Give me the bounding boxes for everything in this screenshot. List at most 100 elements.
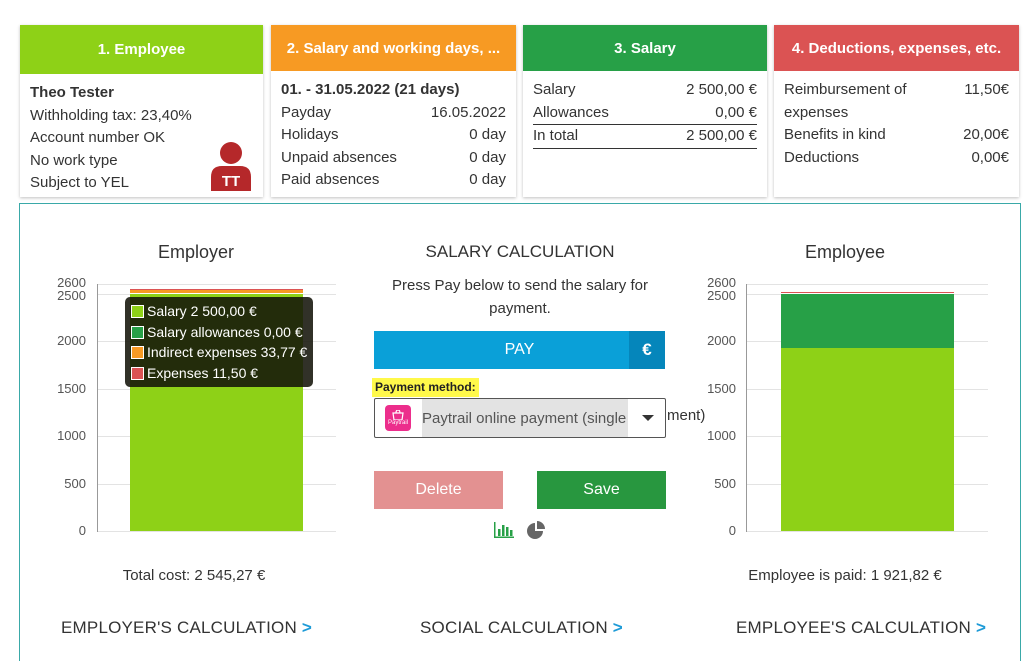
bar-segment-1[interactable] bbox=[781, 293, 954, 349]
gridline bbox=[98, 531, 336, 532]
y-tick-label: 1000 bbox=[707, 428, 736, 443]
chevron-right-icon[interactable]: > bbox=[975, 618, 987, 637]
employee-chart[interactable] bbox=[746, 284, 988, 532]
salary-total-label: In total bbox=[533, 127, 579, 144]
y-tick-label: 1500 bbox=[57, 380, 86, 396]
tooltip-expenses-text: Expenses 11,50 € bbox=[147, 364, 259, 381]
bar-chart-view-icon[interactable] bbox=[493, 520, 515, 540]
bar-segment-2[interactable] bbox=[130, 290, 303, 294]
payment-method-value[interactable]: Paytrail online payment (single payment) bbox=[422, 409, 628, 427]
chevron-right-icon[interactable]: > bbox=[612, 618, 623, 637]
holidays-row: Holidays 0 day bbox=[281, 124, 506, 147]
benefits-value: 20,00€ bbox=[963, 126, 1009, 143]
avatar-icon: TT bbox=[211, 142, 251, 191]
employer-chart-tooltip: Salary 2 500,00 € Salary allowances 0,00… bbox=[125, 297, 314, 387]
social-calculation-link-text[interactable]: SOCIAL CALCULATION bbox=[420, 618, 608, 637]
tooltip-salary-text: Salary 2 500,00 € bbox=[147, 303, 257, 319]
y-tick-label: 500 bbox=[714, 475, 736, 491]
payday-label: Payday bbox=[281, 103, 332, 121]
employer-chart-title: Employer bbox=[157, 242, 235, 262]
y-tick-label: 2600 bbox=[57, 275, 86, 290]
euro-icon[interactable]: € bbox=[629, 331, 665, 369]
bar-segment-2[interactable] bbox=[781, 292, 954, 294]
bar-segment-0[interactable] bbox=[781, 348, 954, 531]
y-tick-label: 2500 bbox=[707, 287, 736, 303]
reimbursement-label-cont: expenses bbox=[784, 103, 849, 121]
paid-absences-value: 0 day bbox=[469, 171, 506, 188]
y-tick-label: 1000 bbox=[57, 428, 86, 443]
pay-period: 01. - 31.05.2022 (21 days) bbox=[281, 81, 460, 98]
reimbursement-label: Reimbursement of bbox=[784, 81, 907, 98]
y-tick-label: 0 bbox=[728, 523, 736, 538]
yel-status: Subject to YEL bbox=[30, 174, 129, 191]
payment-method-overflow-text: ment) bbox=[667, 407, 706, 424]
benefits-label: Benefits in kind bbox=[784, 126, 886, 143]
employee-card-header[interactable]: 1. Employee bbox=[20, 25, 263, 74]
salary-value: 2 500,00 € bbox=[686, 81, 757, 98]
y-tick-label: 0 bbox=[78, 523, 86, 538]
paid-absences-row: Paid absences 0 day bbox=[281, 169, 506, 192]
employee-calculation-link[interactable]: EMPLOYEE'S CALCULATION > bbox=[736, 618, 986, 638]
payment-method-select[interactable]: Paytrail Paytrail online payment (single… bbox=[374, 398, 666, 438]
allowances-swatch bbox=[131, 325, 144, 339]
payday-value: 16.05.2022 bbox=[430, 103, 506, 121]
gridline bbox=[98, 284, 336, 285]
account-status: Account number OK bbox=[30, 129, 166, 146]
bar-segment-3[interactable] bbox=[130, 289, 303, 291]
gridline bbox=[747, 284, 988, 285]
work-type: No work type bbox=[30, 151, 118, 169]
allowances-row: Allowances 0,00 € bbox=[533, 102, 757, 125]
save-button[interactable]: Save bbox=[537, 471, 666, 509]
salary-days-card[interactable]: 2. Salary and working days, ... 01. - 31… bbox=[271, 25, 516, 197]
tooltip-item-expenses: Expenses 11,50 € bbox=[131, 363, 307, 384]
withholding-tax: Withholding tax: 23,40% bbox=[30, 106, 192, 124]
deductions-value: 0,00€ bbox=[971, 148, 1009, 166]
pay-button-label[interactable]: PAY bbox=[504, 341, 535, 358]
deductions-card[interactable]: 4. Deductions, expenses, etc. Reimbursem… bbox=[774, 25, 1019, 197]
caret-down-icon[interactable] bbox=[642, 415, 654, 421]
unpaid-absences-value: 0 day bbox=[469, 148, 506, 166]
salary-days-card-header[interactable]: 2. Salary and working days, ... bbox=[271, 25, 516, 71]
allowances-label: Allowances bbox=[533, 103, 609, 121]
y-tick-label: 1500 bbox=[707, 380, 736, 396]
unpaid-absences-row: Unpaid absences 0 day bbox=[281, 147, 506, 170]
employer-total-cost: Total cost: 2 545,27 € bbox=[122, 567, 266, 584]
holidays-label: Holidays bbox=[281, 126, 339, 143]
employer-calculation-link[interactable]: EMPLOYER'S CALCULATION > bbox=[61, 618, 312, 638]
employee-calculation-link-text[interactable]: EMPLOYEE'S CALCULATION bbox=[736, 618, 972, 637]
holidays-value: 0 day bbox=[469, 126, 506, 143]
salary-card-header[interactable]: 3. Salary bbox=[523, 25, 767, 71]
reimbursement-value: 11,50€ bbox=[964, 81, 1009, 98]
gridline bbox=[747, 531, 988, 532]
pie-chart-view-icon[interactable] bbox=[525, 520, 547, 540]
employer-calculation-link-text[interactable]: EMPLOYER'S CALCULATION bbox=[61, 618, 297, 637]
employee-chart-title: Employee bbox=[804, 242, 886, 262]
employee-name: Theo Tester bbox=[30, 84, 114, 101]
pay-button[interactable]: PAY € bbox=[374, 331, 665, 369]
social-calculation-link[interactable]: SOCIAL CALCULATION > bbox=[420, 618, 623, 638]
benefits-row: Benefits in kind 20,00€ bbox=[784, 124, 1009, 147]
paytrail-logo-icon: Paytrail bbox=[385, 405, 411, 431]
unpaid-absences-label: Unpaid absences bbox=[281, 148, 397, 166]
deductions-row: Deductions 0,00€ bbox=[784, 147, 1009, 170]
deductions-card-header[interactable]: 4. Deductions, expenses, etc. bbox=[774, 25, 1019, 71]
allowances-value: 0,00 € bbox=[715, 103, 757, 121]
tooltip-item-indirect: Indirect expenses 33,77 € bbox=[131, 342, 307, 363]
y-tick-label: 2600 bbox=[707, 275, 736, 290]
employee-card[interactable]: 1. Employee Theo Tester Withholding tax:… bbox=[20, 25, 263, 197]
y-tick-label: 2500 bbox=[57, 287, 86, 303]
chevron-right-icon[interactable]: > bbox=[301, 618, 313, 637]
salary-total-row: In total 2 500,00 € bbox=[533, 124, 757, 149]
salary-card[interactable]: 3. Salary Salary 2 500,00 € Allowances 0,0… bbox=[523, 25, 767, 197]
y-tick-label: 2000 bbox=[707, 333, 736, 348]
calculation-panel: Employer 0 500 1000 1500 2000 2500 2600 Salary… bbox=[19, 203, 1021, 661]
paid-absences-label: Paid absences bbox=[281, 171, 380, 188]
pay-instruction: Press Pay below to send the salary for p… bbox=[392, 277, 648, 317]
salary-calculation-title: SALARY CALCULATION bbox=[425, 242, 615, 261]
payment-method-label: Payment method: bbox=[372, 378, 479, 397]
shopping-bag-icon bbox=[392, 410, 404, 420]
delete-button[interactable]: Delete bbox=[374, 471, 503, 509]
y-tick-label: 2000 bbox=[57, 333, 86, 348]
tooltip-allowances-text: Salary allowances 0,00 € bbox=[147, 323, 303, 340]
reimbursement-row: Reimbursement of 11,50€ bbox=[784, 79, 1009, 102]
